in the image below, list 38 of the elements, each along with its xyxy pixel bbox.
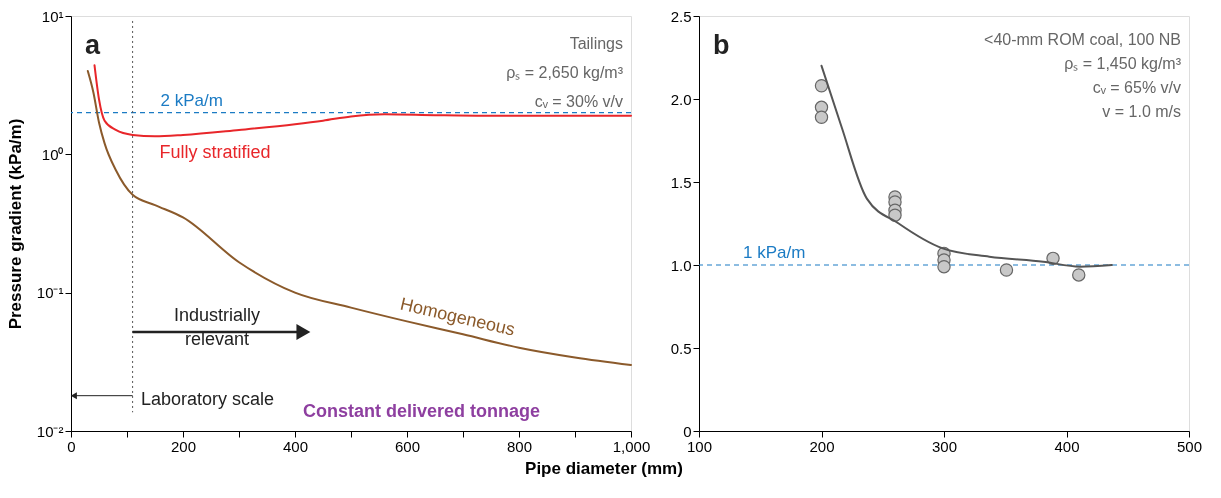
x-axis-title: Pipe diameter (mm) bbox=[525, 458, 683, 478]
y-tick-label: 0.5 bbox=[670, 339, 692, 357]
x-tick-label: 100 bbox=[686, 437, 713, 455]
x-tick-label: 400 bbox=[1054, 437, 1080, 455]
y-tick-label: 10⁻² bbox=[36, 422, 64, 440]
y-tick-label: 2.0 bbox=[670, 90, 692, 108]
annotation: Tailings bbox=[569, 35, 623, 52]
annotation: b bbox=[713, 30, 730, 60]
y-tick-label: 10⁰ bbox=[41, 145, 64, 163]
y-tick-label: 0 bbox=[683, 422, 692, 440]
annotation: v = 1.0 m/s bbox=[1102, 103, 1181, 120]
y-axis-title: Pressure gradient (kPa/m) bbox=[5, 118, 25, 330]
x-tick-label: 0 bbox=[67, 437, 76, 455]
y-tick-label: 2.5 bbox=[670, 7, 692, 25]
annotation: cᵥ = 30% v/v bbox=[534, 93, 623, 110]
ref-line-label: 1 kPa/m bbox=[743, 243, 806, 262]
annotation: Laboratory scale bbox=[141, 389, 275, 409]
annotation: cᵥ = 65% v/v bbox=[1092, 79, 1181, 96]
annotation: Industrially relevant bbox=[173, 305, 261, 349]
annotation: <40-mm ROM coal, 100 NB bbox=[984, 31, 1181, 48]
x-tick-label: 200 bbox=[809, 437, 835, 455]
x-tick-label: 300 bbox=[931, 437, 958, 455]
annotation: Constant delivered tonnage bbox=[303, 401, 541, 421]
x-tick-label: 1,000 bbox=[612, 437, 651, 455]
x-tick-label: 200 bbox=[170, 437, 197, 455]
annotation: a bbox=[85, 30, 101, 60]
x-tick-label: 600 bbox=[394, 437, 421, 455]
annotation: ρₛ = 2,650 kg/m³ bbox=[506, 64, 624, 81]
y-tick-label: 1.5 bbox=[670, 173, 692, 191]
ref-line-label: 2 kPa/m bbox=[160, 90, 223, 110]
y-tick-label: 1.0 bbox=[670, 256, 692, 274]
y-tick-label: 10⁻¹ bbox=[36, 284, 64, 302]
x-tick-label: 800 bbox=[506, 437, 533, 455]
annotation: ρₛ = 1,450 kg/m³ bbox=[1064, 55, 1182, 72]
y-tick-label: 10¹ bbox=[41, 7, 64, 25]
x-tick-label: 500 bbox=[1176, 437, 1203, 455]
series-label: Fully stratified bbox=[159, 142, 271, 163]
x-tick-label: 400 bbox=[282, 437, 309, 455]
